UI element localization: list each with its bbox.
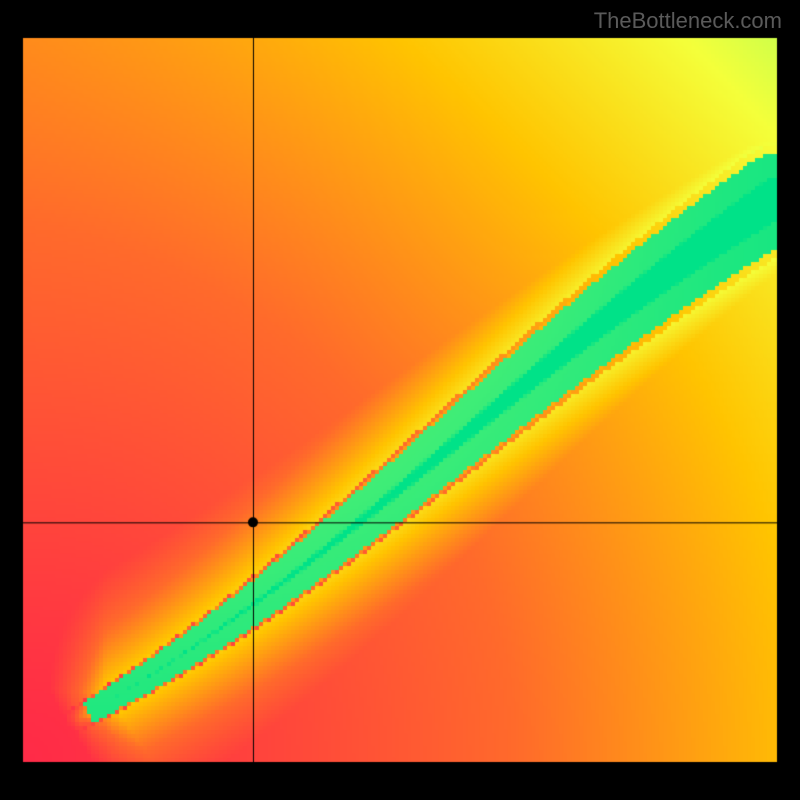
watermark-text: TheBottleneck.com: [594, 8, 782, 34]
chart-container: TheBottleneck.com: [0, 0, 800, 800]
bottleneck-heatmap-canvas: [0, 0, 800, 800]
